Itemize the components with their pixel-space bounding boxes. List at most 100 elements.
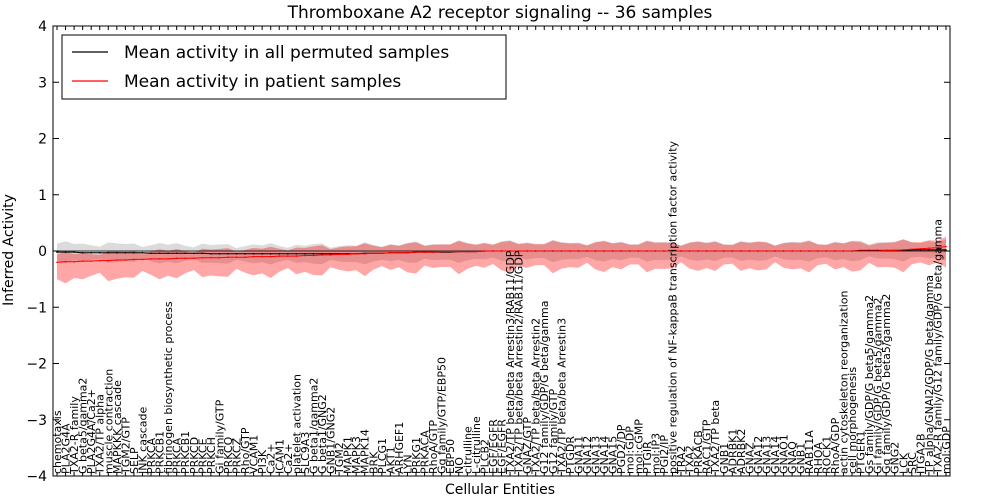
y-tick-label: 4 <box>38 19 47 35</box>
series-1-point <box>389 251 392 254</box>
x-tick-label: PI3K <box>256 449 269 474</box>
x-tick-label: GNAZ <box>743 442 756 474</box>
series-0-point <box>81 251 84 254</box>
x-tick-label: VCAM1 <box>248 435 261 474</box>
x-tick-label: PRKCD <box>188 437 201 474</box>
x-tick-label: ADRBK2 <box>735 429 748 474</box>
x-tick-label: NO <box>453 457 466 474</box>
series-1-point <box>167 258 169 260</box>
series-1-point <box>671 250 674 252</box>
series-1-point <box>705 250 708 252</box>
series-0-point <box>945 249 947 251</box>
series-1-point <box>902 249 905 251</box>
series-1-point <box>312 254 315 257</box>
series-0-point <box>98 251 101 254</box>
y-axis-label: Inferred Activity <box>1 194 17 306</box>
series-1-point <box>509 250 511 252</box>
series-1-point <box>158 258 161 260</box>
x-tick-label: GNA11 <box>572 436 585 474</box>
series-1-point <box>791 250 793 252</box>
series-1-point <box>56 261 58 264</box>
series-0-point <box>919 249 922 251</box>
series-0-point <box>158 252 161 255</box>
series-1-point <box>526 250 528 252</box>
x-tick-label: PRKACB <box>692 430 705 474</box>
y-tick-label: −1 <box>26 300 47 316</box>
series-0-point <box>235 253 238 255</box>
x-tick-label: mol:cGMP <box>632 419 645 474</box>
series-1-point <box>594 250 597 252</box>
series-1-point <box>834 250 836 252</box>
series-1-point <box>116 259 118 261</box>
series-1-point <box>201 256 204 259</box>
series-1-point <box>697 250 699 252</box>
series-1-point <box>286 255 289 257</box>
legend-label: Mean activity in patient samples <box>124 72 401 92</box>
series-0-point <box>90 251 92 254</box>
x-tick-label: TXA2 <box>684 445 697 475</box>
x-tick-label: GNA13 <box>590 436 603 474</box>
x-tick-label: Rho/GTP <box>239 427 252 474</box>
series-0-point <box>184 252 187 255</box>
y-tick-label: −3 <box>26 413 47 429</box>
series-0-point <box>244 253 246 255</box>
series-1-point <box>714 250 717 252</box>
series-1-point <box>269 255 272 258</box>
series-1-point <box>577 250 580 252</box>
x-tick-label: PRKCH <box>205 437 218 474</box>
series-1-point <box>936 246 939 249</box>
series-0-point <box>201 252 204 255</box>
series-1-point <box>278 255 281 257</box>
series-1-point <box>551 250 554 252</box>
x-tick-label: MAPK1 <box>342 436 355 474</box>
series-1-point <box>731 250 734 252</box>
series-1-point <box>500 250 503 252</box>
x-tick-label: MAPK14 <box>359 429 372 474</box>
series-1-point <box>851 250 853 252</box>
x-tick-label: RHOA <box>812 442 825 474</box>
x-tick-label: cell morphogenesis <box>846 367 859 474</box>
series-1-point <box>150 258 152 260</box>
series-1-point <box>457 250 460 253</box>
series-1-point <box>475 250 477 253</box>
x-tick-label: Gq family/GTP/EBP50 <box>436 357 449 474</box>
series-1-point <box>398 251 400 254</box>
series-1-point <box>432 251 434 253</box>
x-tick-label: GNG2 <box>889 442 902 474</box>
series-1-point <box>680 250 682 252</box>
series-1-point <box>517 250 520 252</box>
series-1-point <box>774 250 776 252</box>
series-1-point <box>141 258 144 261</box>
band-0 <box>57 239 946 265</box>
x-tick-label: TXA2-R family <box>68 396 81 475</box>
x-tick-label: PRKCQ <box>222 436 235 474</box>
series-1-point <box>757 250 759 252</box>
series-1-point <box>560 250 563 252</box>
series-1-point <box>885 249 887 252</box>
series-1-point <box>808 250 811 252</box>
x-tick-label: MAPKKK cascade <box>111 380 124 474</box>
series-1-point <box>406 251 409 254</box>
series-1-point <box>218 256 221 259</box>
series-1-point <box>859 250 862 252</box>
x-tick-label: G12 family/GDP/G beta/gamma <box>538 301 551 474</box>
series-1-point <box>346 253 349 256</box>
series-1-point <box>381 252 383 255</box>
y-tick-label: 1 <box>38 188 47 204</box>
series-1-point <box>825 250 828 252</box>
series-1-point <box>244 256 246 258</box>
series-1-point <box>449 250 452 253</box>
x-tick-label: GNA15 <box>607 436 620 474</box>
x-tick-label: TXA2/TP beta <box>709 400 722 475</box>
x-tick-label: PRKACA <box>419 430 432 474</box>
series-1-point <box>603 250 605 252</box>
band-1 <box>57 236 946 284</box>
series-1-point <box>90 260 92 262</box>
x-tick-label: LYN <box>402 454 415 474</box>
series-1-point <box>440 250 443 253</box>
x-tick-label: G beta1/gamma2 <box>307 378 320 474</box>
series-0-point <box>124 251 127 254</box>
x-tick-label: PTGIR <box>641 441 654 474</box>
series-1-point <box>637 250 640 252</box>
x-tick-label: RAC1/GTP <box>701 419 714 474</box>
